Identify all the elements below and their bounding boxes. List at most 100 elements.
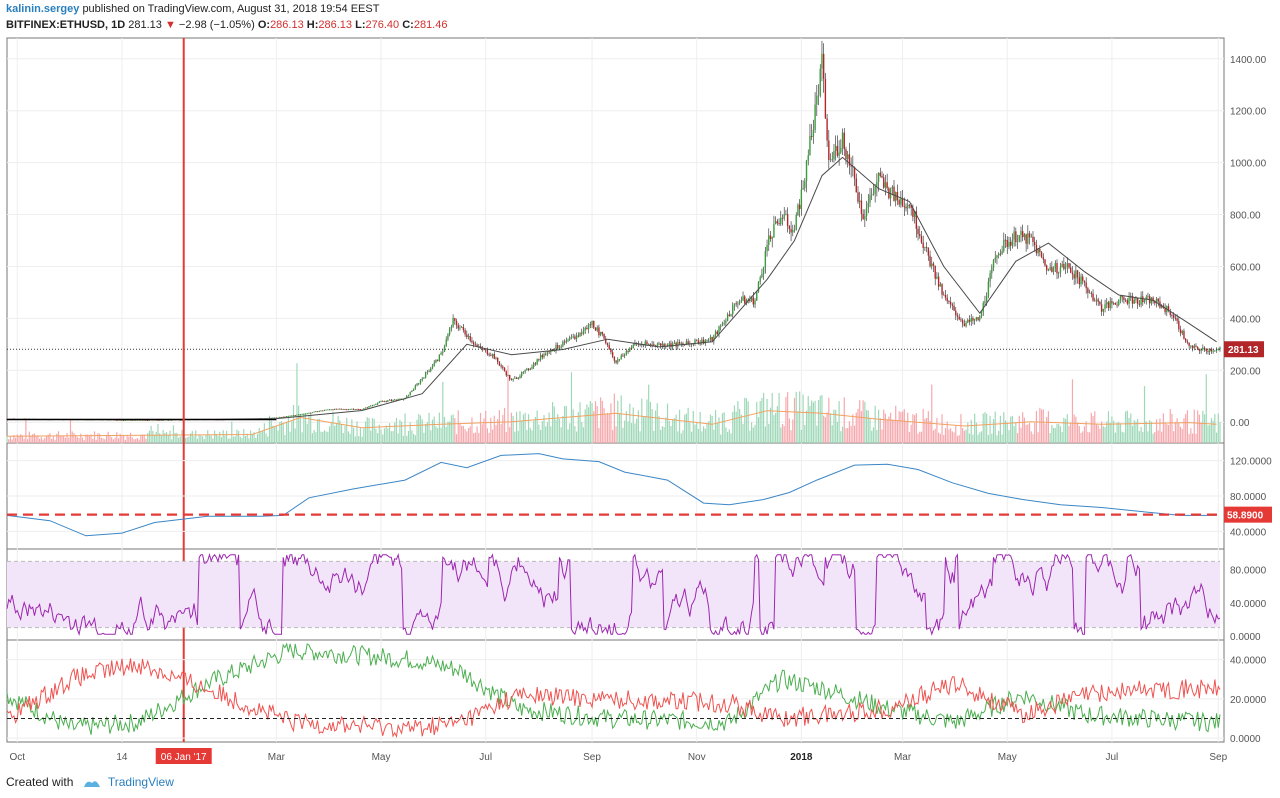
candle-body xyxy=(732,305,734,315)
candle-body xyxy=(502,366,504,368)
candle-body xyxy=(321,410,324,412)
volume-bar xyxy=(883,409,885,443)
candle-body xyxy=(522,371,525,373)
volume-bar xyxy=(598,428,600,443)
rsi-axis-tick-label: 0.0000 xyxy=(1230,632,1261,643)
candle-body xyxy=(560,346,562,348)
candle-body xyxy=(785,214,787,215)
volume-bar xyxy=(135,439,137,443)
volume-bar xyxy=(644,416,646,443)
volume-bar xyxy=(919,431,921,443)
candle-body xyxy=(1212,350,1214,352)
publisher-name[interactable]: kalinin.sergey xyxy=(6,3,80,15)
volume-bar xyxy=(198,434,200,443)
volume-bar xyxy=(905,421,907,443)
volume-bar xyxy=(1215,432,1218,443)
volume-bar xyxy=(565,406,567,443)
volume-bar xyxy=(963,430,965,443)
volume-bar xyxy=(274,426,276,443)
volume-bar xyxy=(636,418,638,443)
volume-bar xyxy=(759,401,761,443)
candle-body xyxy=(484,349,487,351)
volume-bar xyxy=(900,412,902,443)
symbol-name[interactable]: BITFINEX:ETHUSD, 1D xyxy=(6,19,126,31)
candle-body xyxy=(306,413,308,415)
volume-bar xyxy=(1169,409,1171,443)
candle-body xyxy=(936,276,938,279)
volume-bar xyxy=(217,435,219,443)
candle-body xyxy=(618,359,621,361)
volume-bar xyxy=(1203,414,1206,443)
candle-body xyxy=(900,198,902,205)
volume-bar xyxy=(212,438,214,443)
candle-body xyxy=(605,338,607,344)
volume-bar xyxy=(896,420,899,443)
volume-bar xyxy=(97,433,99,443)
volume-bar xyxy=(128,436,130,443)
volume-bar xyxy=(176,432,178,443)
candle-body xyxy=(138,419,140,421)
volume-bar xyxy=(69,418,72,443)
candle-body xyxy=(716,331,718,334)
candle-body xyxy=(303,413,305,415)
volume-bar xyxy=(1039,407,1041,443)
volume-bar xyxy=(766,398,768,443)
volume-bar xyxy=(232,436,235,443)
candle-body xyxy=(320,410,322,412)
candle-body xyxy=(646,341,648,344)
candle-body xyxy=(524,369,526,372)
volume-bar xyxy=(757,417,760,443)
volume-bar xyxy=(1058,424,1060,443)
volume-bar xyxy=(1207,425,1209,443)
candles xyxy=(6,40,1221,421)
candle-body xyxy=(436,359,439,361)
volume-bar xyxy=(1089,432,1091,443)
candle-body xyxy=(907,204,909,209)
price-label-text: 281.13 xyxy=(1228,345,1259,356)
candle-body xyxy=(358,409,360,410)
candle-body xyxy=(347,409,350,411)
volume-bar xyxy=(425,423,427,443)
candle-body xyxy=(541,355,543,358)
volume-bar xyxy=(591,403,593,443)
volume-bar xyxy=(1073,414,1075,443)
candle-body xyxy=(711,336,713,342)
volume-bar xyxy=(1113,420,1115,443)
price-change: −2.98 (−1.05%) xyxy=(178,19,255,31)
volume-bar xyxy=(143,434,145,443)
volume-bar xyxy=(351,419,353,443)
candle-body xyxy=(1049,267,1051,270)
volume-bar xyxy=(1035,411,1038,443)
candle-body xyxy=(414,385,417,390)
volume-bar xyxy=(171,439,173,443)
volume-bar xyxy=(1178,423,1180,443)
candle-body xyxy=(140,419,142,421)
volume-bar xyxy=(409,422,411,443)
volume-bar xyxy=(1197,410,1199,443)
candle-body xyxy=(136,419,139,421)
candle-body xyxy=(510,379,513,380)
candle-body xyxy=(644,341,646,346)
candle-body xyxy=(545,354,547,356)
candle-body xyxy=(790,229,792,233)
candle-body xyxy=(1044,259,1046,266)
volume-bar xyxy=(996,435,998,443)
candle-body xyxy=(505,371,507,376)
candle-body xyxy=(833,150,835,160)
candle-body xyxy=(1116,304,1118,306)
candle-body xyxy=(713,335,715,342)
volume-bar xyxy=(150,425,152,443)
volume-bar xyxy=(447,421,449,443)
volume-bar xyxy=(256,433,259,443)
candle-body xyxy=(131,420,133,421)
volume-bar xyxy=(835,410,837,443)
volume-bar xyxy=(93,431,96,443)
volume-bar xyxy=(250,430,252,443)
volume-bar xyxy=(1155,419,1158,443)
tradingview-brand[interactable]: TradingView xyxy=(107,775,174,789)
volume-bar xyxy=(1078,425,1080,443)
candle-body xyxy=(706,340,708,342)
candle-body xyxy=(450,326,453,329)
volume-bar xyxy=(1097,425,1099,443)
